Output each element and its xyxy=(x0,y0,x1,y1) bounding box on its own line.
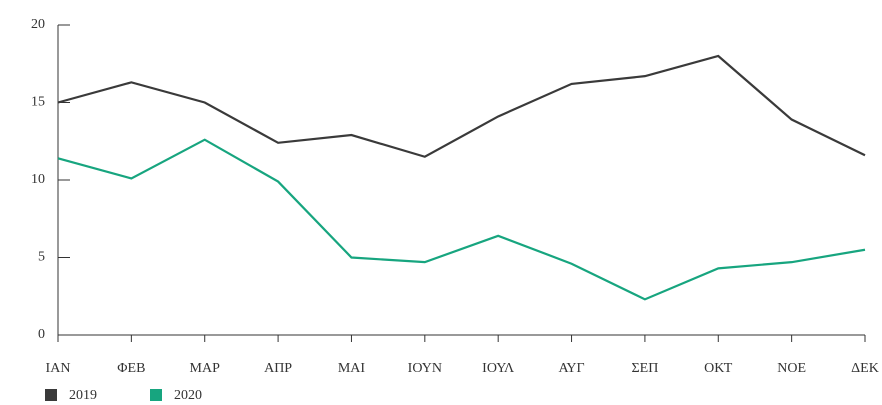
x-tick-label: ΜΑΡ xyxy=(190,361,221,376)
x-tick-label: ΑΠΡ xyxy=(264,361,292,376)
line-series xyxy=(57,54,866,158)
x-tick-label: ΝΟΕ xyxy=(777,361,806,376)
line-series xyxy=(57,138,866,301)
y-tick-label: 10 xyxy=(31,172,45,187)
x-tick-label: ΙΟΥΛ xyxy=(482,361,515,376)
x-tick-label: ΦΕΒ xyxy=(117,361,145,376)
legend-label: 2019 xyxy=(69,388,97,403)
y-tick-label: 5 xyxy=(38,250,45,265)
legend-swatch xyxy=(150,389,162,401)
x-tick-label: ΜΑΙ xyxy=(338,361,366,376)
x-tick-label: ΣΕΠ xyxy=(632,361,659,376)
x-tick-label: ΙΑΝ xyxy=(46,361,71,376)
x-tick-label: ΔΕΚ xyxy=(851,361,879,376)
x-tick-label: ΑΥΓ xyxy=(558,361,584,376)
legend-swatch xyxy=(45,389,57,401)
y-tick-label: 15 xyxy=(31,95,45,110)
y-tick-label: 20 xyxy=(31,17,45,32)
legend-label: 2020 xyxy=(174,388,202,403)
x-tick-label: ΙΟΥΝ xyxy=(408,361,442,376)
y-tick-label: 0 xyxy=(38,327,45,342)
x-tick-label: ΟΚΤ xyxy=(704,361,733,376)
